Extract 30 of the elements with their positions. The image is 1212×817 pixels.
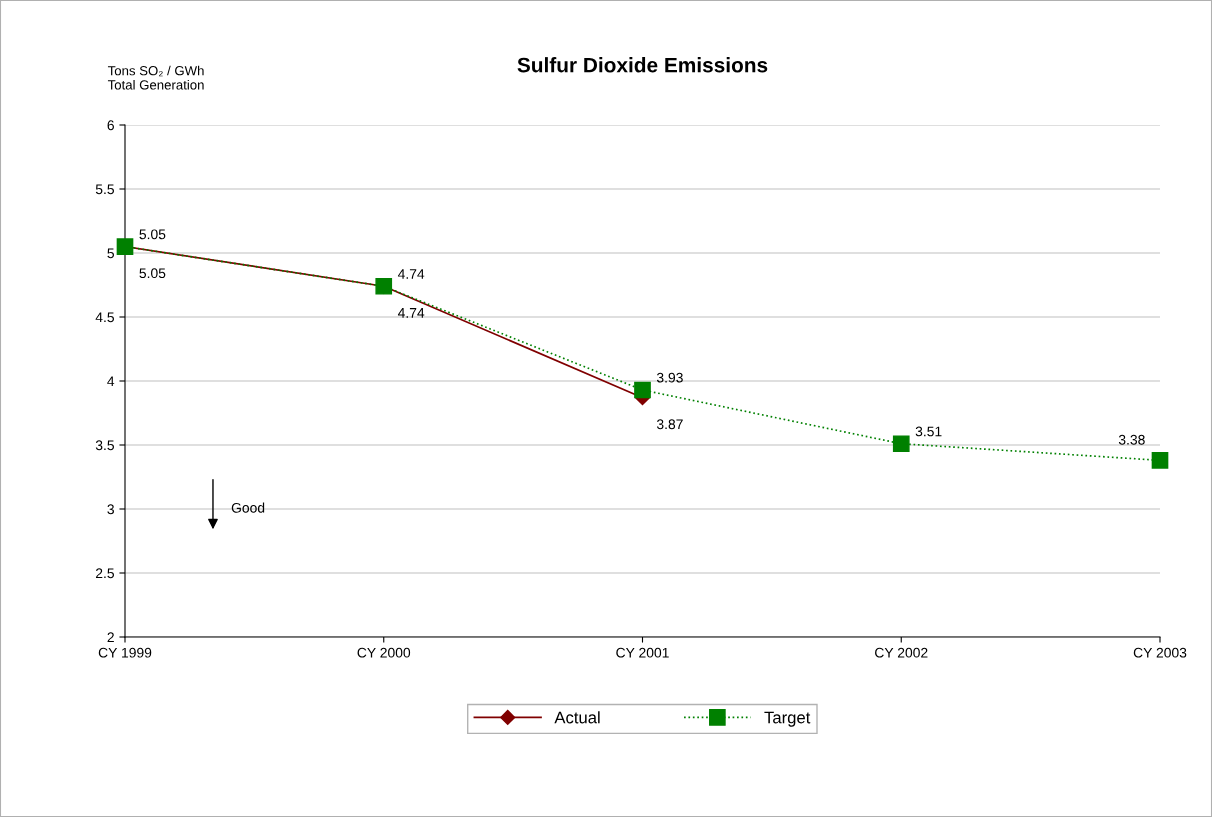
legend-label: Actual [554,711,600,724]
data-label: 4.74 [397,308,425,318]
y-tick-label: 5.5 [95,184,114,195]
legend-label: Target [764,711,811,727]
point [892,435,910,453]
annotation: Good [231,502,265,513]
point [634,381,651,399]
y-tick-label: 4.5 [95,312,114,323]
data-label: 3.87 [656,419,683,430]
y-tick-label: 2 [107,632,114,643]
x-tick-label: CY 2001 [616,647,669,658]
chart-title: Sulfur Dioxide Emissions [517,57,768,73]
data-label: 5.05 [139,268,166,279]
x-tick-label: CY 2002 [875,647,928,658]
y-tick-label: 3.5 [95,440,114,451]
data-label: 3.93 [656,372,683,383]
x-tick-label: CY 2003 [1133,647,1187,658]
y-axis-title: Tons SO₂ / GWh Total Generation [107,65,204,90]
data-label: 3.51 [915,426,942,437]
point [1151,452,1169,469]
y-tick-label: 3 [107,504,114,515]
data-label: 3.38 [1118,434,1145,445]
data-label: 5.05 [139,229,166,240]
y-tick-label: 2.5 [95,568,114,579]
data-label: 4.74 [397,269,425,279]
y-tick-label: 6 [107,120,114,131]
x-tick-label: CY 1999 [98,647,152,658]
y-tick-label: 4 [107,376,115,387]
y-tick-label: 5 [107,248,114,259]
x-tick-label: CY 2000 [357,647,411,658]
